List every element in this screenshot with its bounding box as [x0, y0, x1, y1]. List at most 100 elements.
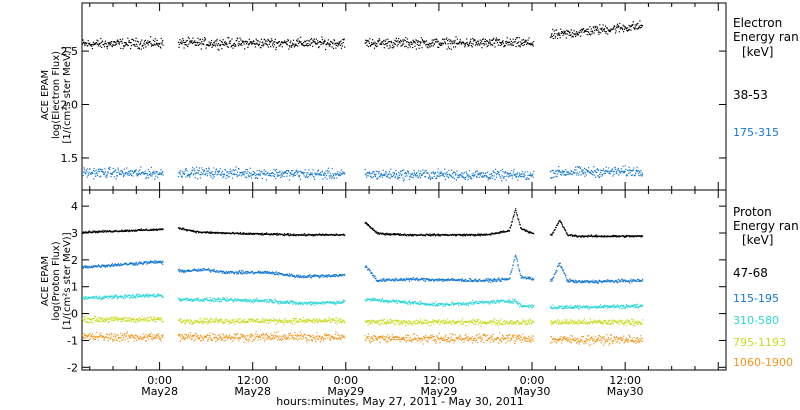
data-point [159, 294, 161, 296]
data-point [609, 29, 611, 31]
data-point [496, 279, 498, 281]
data-point [200, 48, 202, 50]
data-point [224, 298, 226, 300]
data-point [435, 279, 437, 281]
data-point [507, 173, 509, 176]
data-point [367, 175, 369, 177]
data-point [426, 46, 428, 48]
data-point [219, 39, 221, 41]
data-point [490, 176, 492, 178]
data-point [238, 43, 241, 45]
data-point [204, 38, 207, 40]
data-point [406, 235, 408, 237]
data-point [130, 170, 132, 172]
data-point [218, 300, 221, 302]
data-point [455, 173, 457, 175]
data-point [495, 173, 497, 175]
data-point [258, 299, 261, 301]
data-point [242, 300, 244, 302]
data-point [592, 174, 594, 176]
data-point [280, 172, 282, 174]
data-point [629, 282, 631, 284]
data-point [367, 224, 369, 226]
data-point [241, 233, 243, 235]
data-point [126, 167, 128, 169]
data-point [560, 173, 562, 175]
data-point [253, 233, 255, 235]
data-point [580, 29, 582, 31]
data-point [263, 44, 265, 46]
data-point [177, 269, 180, 271]
data-point [161, 171, 163, 174]
data-point [589, 33, 591, 35]
data-point [421, 277, 423, 280]
data-point [402, 39, 404, 41]
data-point [287, 39, 289, 41]
data-point [473, 175, 475, 177]
data-point [440, 44, 442, 47]
data-point [592, 171, 594, 173]
data-point [637, 235, 639, 237]
data-point [271, 44, 274, 46]
data-point [593, 32, 595, 34]
data-point [366, 266, 368, 268]
data-point [223, 233, 225, 235]
data-point [291, 170, 293, 172]
data-point [476, 44, 478, 46]
data-point [96, 296, 98, 298]
data-point [138, 47, 140, 49]
data-point [440, 175, 442, 177]
data-point [210, 299, 212, 301]
data-point [135, 295, 137, 297]
data-point [465, 43, 467, 45]
data-point [565, 274, 567, 276]
data-point [271, 300, 273, 302]
data-point [412, 235, 414, 237]
data-point [501, 168, 504, 170]
data-point [188, 37, 190, 40]
data-point [210, 172, 212, 174]
data-point [240, 299, 242, 301]
data-point [119, 41, 121, 43]
data-point [479, 278, 481, 280]
data-point [143, 262, 146, 264]
data-point [625, 174, 627, 176]
data-point [418, 47, 420, 49]
data-point [237, 43, 239, 45]
data-point [249, 272, 251, 274]
data-point [512, 218, 514, 220]
data-point [512, 38, 514, 40]
data-point [111, 45, 113, 47]
data-point [278, 171, 281, 173]
data-point [633, 26, 635, 29]
data-point [403, 169, 405, 171]
data-point [307, 175, 309, 177]
data-point [290, 45, 292, 47]
data-point [405, 172, 407, 174]
data-point [371, 228, 373, 230]
data-point [322, 174, 324, 176]
data-point [187, 174, 189, 176]
data-point [153, 172, 155, 175]
data-point [159, 172, 161, 174]
data-point [145, 261, 147, 263]
data-point [431, 42, 433, 44]
data-point [421, 47, 423, 49]
data-point [268, 39, 270, 41]
data-point [145, 46, 147, 48]
data-point [484, 233, 486, 235]
data-point [575, 235, 578, 237]
data-point [203, 170, 205, 172]
data-point [216, 38, 218, 40]
data-point [148, 41, 150, 43]
data-point [583, 281, 585, 283]
data-point [219, 45, 221, 47]
data-point [114, 44, 116, 46]
data-point [89, 44, 92, 46]
data-point [642, 235, 644, 237]
data-point [298, 303, 300, 306]
data-point [389, 177, 391, 179]
data-point [526, 42, 528, 44]
data-point [179, 268, 181, 270]
data-point [633, 27, 635, 30]
